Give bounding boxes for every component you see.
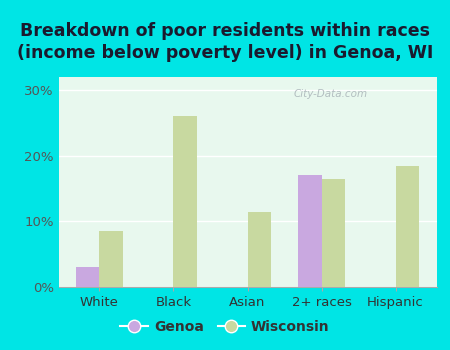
Bar	[396, 166, 419, 287]
Text: City-Data.com: City-Data.com	[293, 89, 368, 99]
Bar	[298, 175, 322, 287]
Bar	[99, 231, 123, 287]
Bar	[248, 211, 271, 287]
Bar	[76, 267, 99, 287]
Bar	[322, 179, 345, 287]
Bar	[173, 116, 197, 287]
Text: Breakdown of poor residents within races
(income below poverty level) in Genoa, : Breakdown of poor residents within races…	[17, 22, 433, 62]
Legend: Genoa, Wisconsin: Genoa, Wisconsin	[115, 314, 335, 340]
